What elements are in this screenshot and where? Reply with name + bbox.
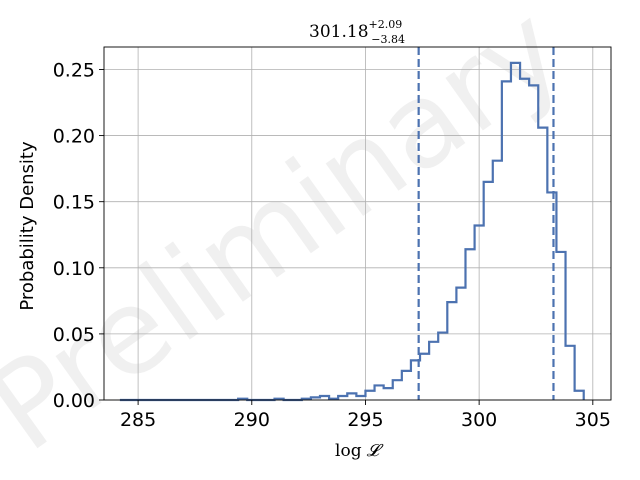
x-tick-label: 300: [461, 409, 497, 431]
title-lower-error: −3.84: [371, 33, 405, 46]
x-tick-label: 305: [575, 409, 611, 431]
y-tick-label: 0.20: [53, 126, 95, 148]
credible-interval-lines: [417, 47, 555, 400]
y-tick-label: 0.25: [53, 59, 95, 81]
plot-frame: [103, 46, 612, 401]
histogram-step-line: [119, 61, 585, 402]
y-tick-label: 0.00: [53, 390, 95, 412]
y-tick-label: 0.15: [53, 192, 95, 214]
x-tick-label: 285: [120, 409, 156, 431]
x-label-function: log: [335, 441, 362, 461]
title-value: 301.18: [309, 22, 368, 42]
y-tick-label: 0.10: [53, 258, 95, 280]
y-tick-label: 0.05: [53, 324, 95, 346]
x-tick-label: 290: [234, 409, 270, 431]
x-tick-label: 295: [347, 409, 383, 431]
chart-title: 301.18+2.09 −3.84: [309, 18, 405, 46]
y-axis-label: Probability Density: [17, 141, 38, 311]
x-label-symbol: 𝓛: [367, 441, 384, 461]
grid-lines: [104, 47, 611, 401]
x-axis-ticks: 285 290 295 300 305: [120, 400, 611, 431]
x-axis-label: log 𝓛: [335, 441, 384, 461]
y-axis-ticks: 0.00 0.05 0.10 0.15 0.20 0.25: [53, 59, 104, 412]
title-upper-error: +2.09: [369, 18, 403, 31]
